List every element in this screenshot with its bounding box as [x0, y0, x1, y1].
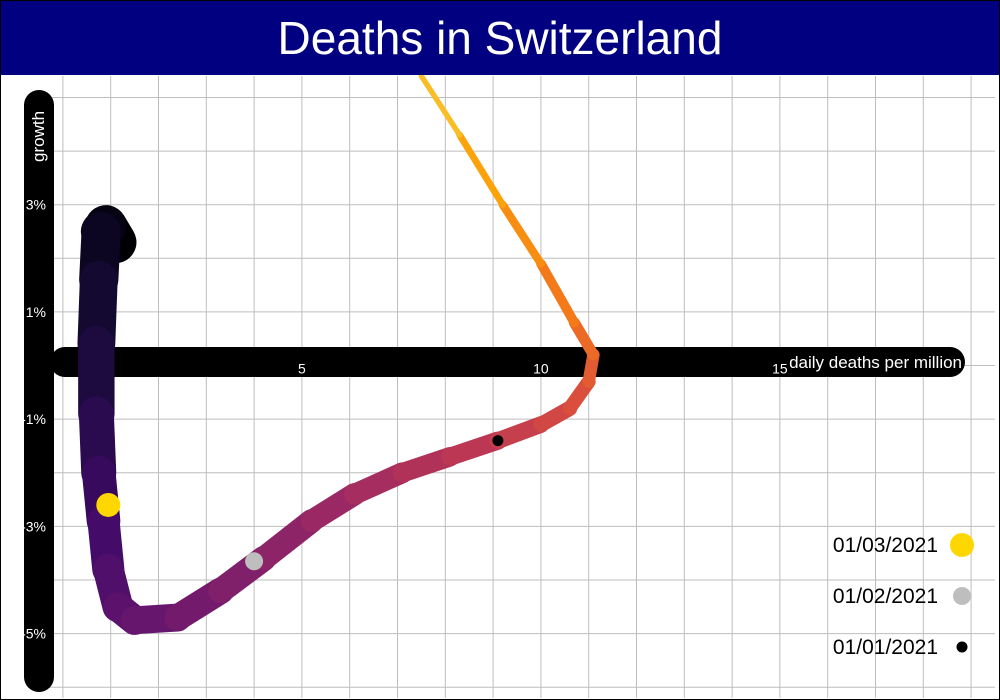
axes [24, 90, 965, 692]
y-tick-label: 3% [26, 197, 46, 213]
y-tick-label: -5% [21, 626, 46, 642]
series-segment [498, 200, 546, 268]
legend-swatch [953, 587, 971, 605]
series-segment [568, 317, 599, 361]
marker-point [245, 552, 264, 571]
tick-labels: 5 10 15 3% 1% -1% -3% -5% [21, 197, 788, 642]
y-axis-label: growth [29, 111, 48, 162]
x-tick-label: 10 [533, 361, 549, 377]
legend-swatch [950, 533, 974, 557]
marker-point [96, 492, 121, 517]
x-axis-label: daily deaths per million [789, 353, 962, 372]
legend: 01/03/2021 01/02/2021 01/01/2021 [833, 533, 974, 659]
x-tick-label: 15 [772, 361, 788, 377]
legend-label: 01/03/2021 [833, 534, 938, 557]
legend-label: 01/01/2021 [833, 636, 938, 659]
y-tick-label: -3% [21, 518, 46, 534]
chart-title: Deaths in Switzerland [277, 12, 723, 64]
date-markers [96, 435, 504, 571]
series-segment [441, 431, 507, 466]
x-tick-label: 5 [298, 361, 306, 377]
series-segment [418, 73, 463, 138]
y-tick-label: -1% [21, 411, 46, 427]
series-segment [536, 258, 580, 328]
y-tick-label: 1% [26, 304, 46, 320]
series-segment [489, 416, 550, 449]
legend-swatch [956, 641, 968, 653]
legend-label: 01/02/2021 [833, 585, 938, 608]
title-bar: Deaths in Switzerland [1, 1, 999, 75]
series-segment [456, 131, 507, 209]
marker-point [492, 435, 504, 447]
